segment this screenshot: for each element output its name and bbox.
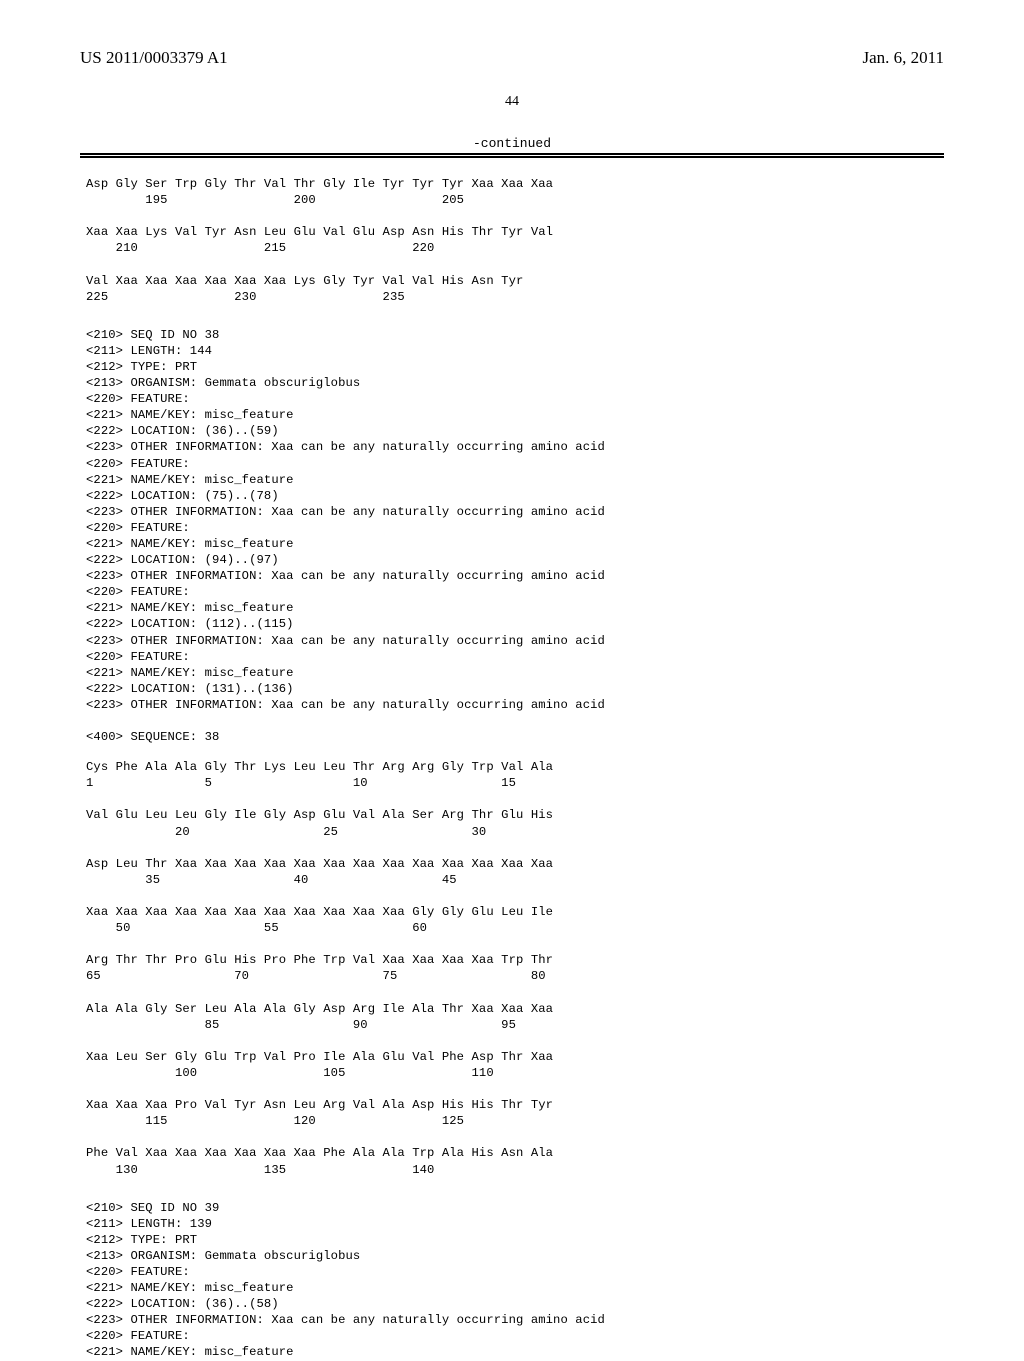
page-number: 44 [80, 94, 944, 110]
separator-rule [80, 153, 944, 158]
sequence-metadata-39: <210> SEQ ID NO 39 <211> LENGTH: 139 <21… [80, 1200, 944, 1361]
continued-label: -continued [80, 136, 944, 151]
patent-page: US 2011/0003379 A1 Jan. 6, 2011 44 -cont… [0, 0, 1024, 1320]
publication-number: US 2011/0003379 A1 [80, 48, 228, 68]
publication-date: Jan. 6, 2011 [862, 48, 944, 68]
sequence-block-top: Asp Gly Ser Trp Gly Thr Val Thr Gly Ile … [80, 176, 944, 305]
page-header: US 2011/0003379 A1 Jan. 6, 2011 [80, 48, 944, 68]
sequence-block-38: Cys Phe Ala Ala Gly Thr Lys Leu Leu Thr … [80, 759, 944, 1177]
sequence-metadata-38: <210> SEQ ID NO 38 <211> LENGTH: 144 <21… [80, 327, 944, 745]
